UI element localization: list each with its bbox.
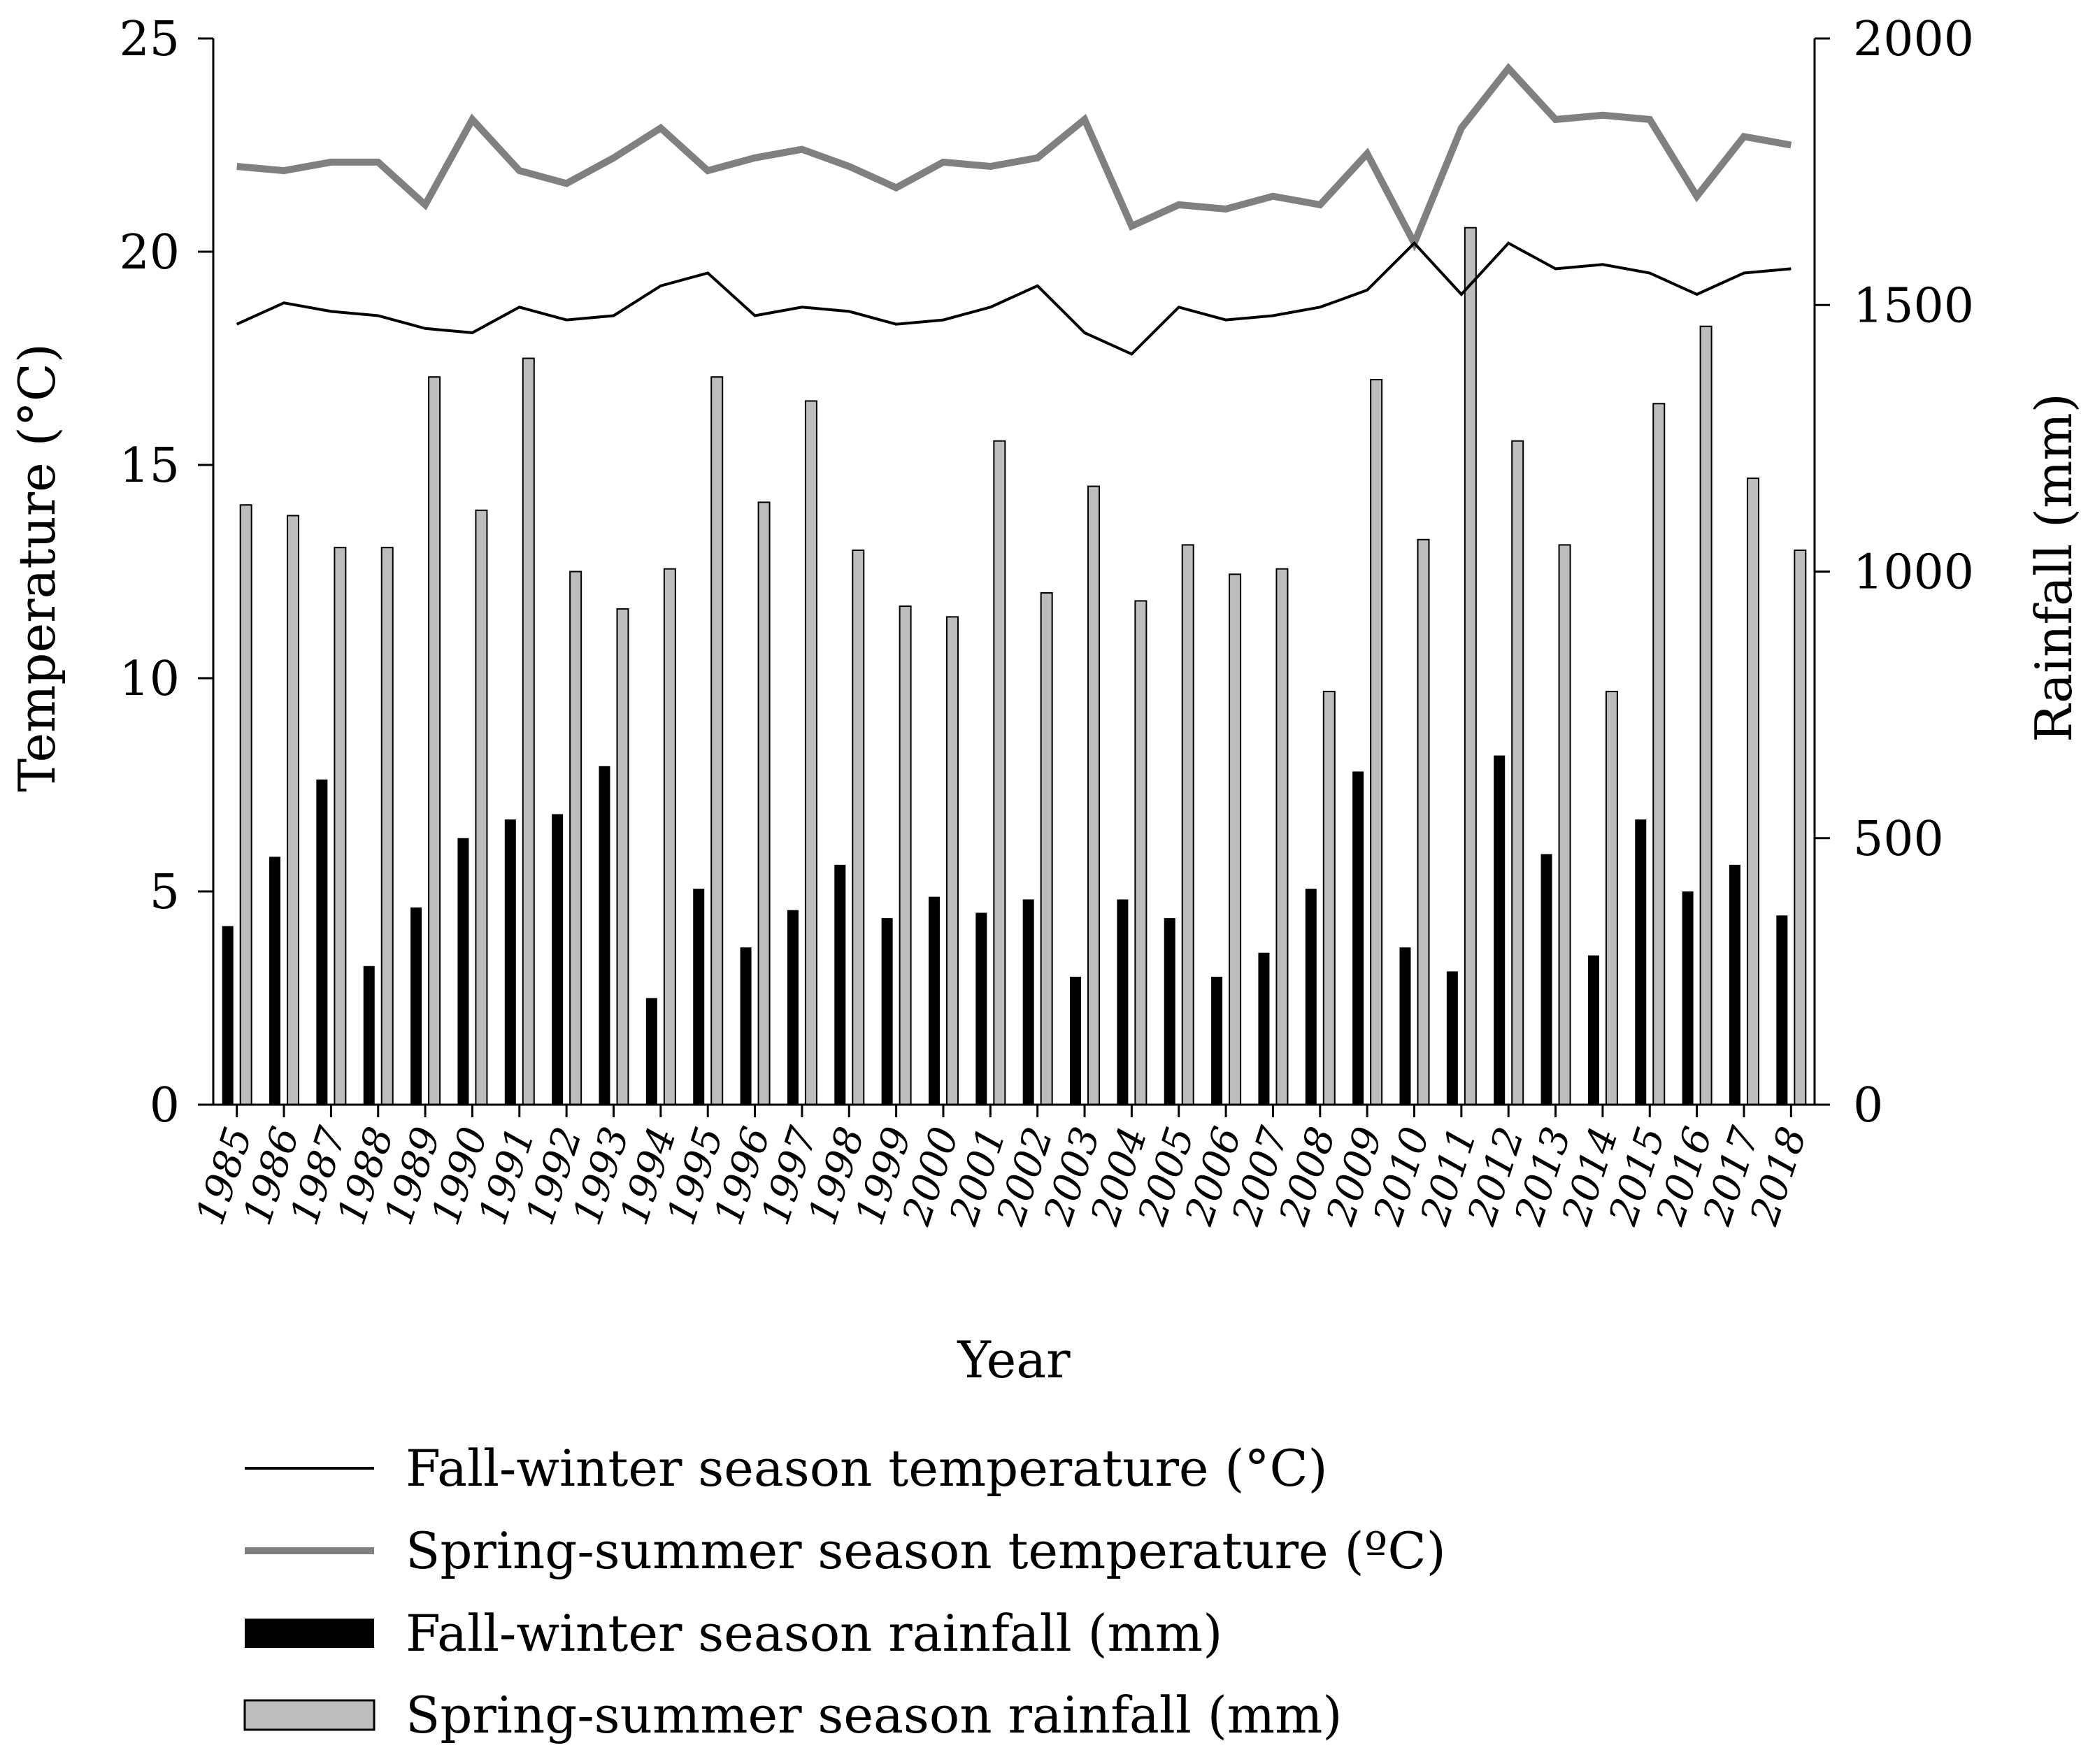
- bar-fall-winter-rainfall-2014: [1587, 955, 1599, 1105]
- bar-spring-summer-rainfall-1989: [428, 376, 441, 1105]
- bar-fall-winter-rainfall-2004: [1117, 899, 1129, 1105]
- bar-spring-summer-rainfall-2016: [1699, 325, 1713, 1105]
- legend-swatch-ss-rain: [243, 1699, 376, 1731]
- bar-spring-summer-rainfall-2006: [1229, 573, 1242, 1105]
- y-left-tick-label: 0: [150, 1078, 180, 1133]
- bar-spring-summer-rainfall-1986: [287, 515, 300, 1105]
- bar-spring-summer-rainfall-2011: [1464, 227, 1477, 1105]
- bar-spring-summer-rainfall-2017: [1746, 478, 1759, 1105]
- legend-label-ss-rain: Spring-summer season rainfall (mm): [406, 1686, 1342, 1744]
- bar-spring-summer-rainfall-2014: [1605, 691, 1618, 1105]
- bar-spring-summer-rainfall-2007: [1275, 568, 1289, 1105]
- bar-spring-summer-rainfall-1992: [569, 571, 582, 1105]
- legend-label-ss-temp: Spring-summer season temperature (ºC): [406, 1521, 1446, 1580]
- bar-spring-summer-rainfall-2015: [1652, 403, 1666, 1105]
- bar-spring-summer-rainfall-2002: [1040, 592, 1053, 1105]
- bar-spring-summer-rainfall-1999: [899, 605, 912, 1105]
- bar-fall-winter-rainfall-2017: [1729, 864, 1740, 1105]
- legend-item-fw-temp: Fall-winter season temperature (°C): [245, 1439, 1328, 1498]
- x-axis-title: Year: [957, 1331, 1071, 1389]
- bar-spring-summer-rainfall-2009: [1370, 379, 1383, 1105]
- bar-spring-summer-rainfall-1988: [380, 547, 394, 1105]
- legend-item-ss-rain: Spring-summer season rainfall (mm): [243, 1686, 1342, 1744]
- bar-fall-winter-rainfall-2016: [1682, 891, 1694, 1105]
- y-left-tick-label: 25: [119, 12, 180, 67]
- bar-spring-summer-rainfall-1996: [757, 501, 771, 1105]
- bar-spring-summer-rainfall-2012: [1511, 440, 1524, 1105]
- legend-label-fw-rain: Fall-winter season rainfall (mm): [406, 1604, 1222, 1663]
- bar-fall-winter-rainfall-1985: [222, 926, 234, 1105]
- y-right-tick-label: 1500: [1853, 278, 1974, 334]
- bar-fall-winter-rainfall-1990: [457, 838, 469, 1105]
- legend-swatch-fw-rain: [245, 1619, 374, 1648]
- bar-spring-summer-rainfall-1997: [804, 400, 817, 1105]
- bar-fall-winter-rainfall-1992: [552, 814, 564, 1105]
- y-right-tick-label: 1000: [1853, 545, 1974, 601]
- y-right-tick-label: 500: [1853, 812, 1944, 867]
- bar-fall-winter-rainfall-2015: [1635, 819, 1647, 1105]
- legend-label-fw-temp: Fall-winter season temperature (°C): [406, 1439, 1328, 1498]
- bar-spring-summer-rainfall-2003: [1087, 485, 1101, 1105]
- y-right-tick-label: 2000: [1853, 12, 1974, 67]
- bar-spring-summer-rainfall-1990: [475, 509, 488, 1105]
- bar-fall-winter-rainfall-1997: [787, 910, 799, 1105]
- bar-fall-winter-rainfall-2001: [975, 912, 987, 1105]
- bar-fall-winter-rainfall-1988: [363, 966, 375, 1105]
- y-right-tick-label: 0: [1853, 1078, 1883, 1133]
- bar-spring-summer-rainfall-2008: [1322, 691, 1336, 1105]
- bar-fall-winter-rainfall-2018: [1776, 915, 1788, 1105]
- legend: Fall-winter season temperature (°C) Spri…: [243, 1439, 1446, 1744]
- bar-fall-winter-rainfall-2010: [1399, 947, 1411, 1105]
- bar-fall-winter-rainfall-1998: [834, 864, 846, 1105]
- bar-fall-winter-rainfall-2003: [1070, 977, 1082, 1105]
- legend-item-fw-rain: Fall-winter season rainfall (mm): [245, 1604, 1222, 1663]
- bar-fall-winter-rainfall-1991: [504, 819, 516, 1105]
- bar-fall-winter-rainfall-2013: [1540, 854, 1552, 1105]
- bar-spring-summer-rainfall-1994: [663, 568, 676, 1105]
- bar-spring-summer-rainfall-1991: [522, 357, 535, 1105]
- bar-spring-summer-rainfall-2013: [1558, 544, 1571, 1105]
- bar-fall-winter-rainfall-2007: [1258, 952, 1270, 1105]
- bar-fall-winter-rainfall-2012: [1494, 755, 1506, 1105]
- bar-spring-summer-rainfall-1987: [334, 547, 347, 1105]
- bar-fall-winter-rainfall-1986: [269, 856, 281, 1105]
- bar-fall-winter-rainfall-1996: [740, 947, 752, 1105]
- y-left-tick-label: 10: [119, 652, 180, 707]
- bar-fall-winter-rainfall-1993: [599, 766, 610, 1105]
- bar-spring-summer-rainfall-1985: [239, 504, 252, 1105]
- bar-fall-winter-rainfall-1989: [410, 907, 422, 1105]
- bar-fall-winter-rainfall-1987: [316, 779, 328, 1105]
- bar-fall-winter-rainfall-2000: [928, 896, 940, 1105]
- legend-item-ss-temp: Spring-summer season temperature (ºC): [245, 1521, 1446, 1580]
- bar-spring-summer-rainfall-1995: [710, 376, 724, 1105]
- bar-fall-winter-rainfall-1995: [693, 889, 705, 1105]
- y-axis-right-title: Rainfall (mm): [2024, 393, 2083, 742]
- bar-spring-summer-rainfall-2004: [1134, 600, 1147, 1105]
- bar-fall-winter-rainfall-2008: [1305, 889, 1317, 1105]
- bar-fall-winter-rainfall-1999: [881, 918, 893, 1105]
- bar-spring-summer-rainfall-2010: [1417, 538, 1430, 1105]
- bar-fall-winter-rainfall-2011: [1446, 971, 1458, 1105]
- y-axis-left-title: Temperature (°C): [8, 343, 66, 792]
- bar-fall-winter-rainfall-2009: [1352, 771, 1364, 1105]
- bar-fall-winter-rainfall-2005: [1164, 918, 1175, 1105]
- axes-layer: 0510152025050010001500200019851986198719…: [119, 12, 1974, 1231]
- bar-fall-winter-rainfall-2002: [1022, 899, 1034, 1105]
- lines-layer: [236, 62, 1792, 356]
- line-fall-winter-temperature: [236, 241, 1792, 356]
- line-spring-summer-temperature: [236, 62, 1792, 252]
- bar-spring-summer-rainfall-2005: [1181, 544, 1194, 1105]
- bar-fall-winter-rainfall-1994: [645, 998, 657, 1105]
- y-left-tick-label: 15: [119, 438, 180, 494]
- bars-layer: [222, 227, 1807, 1105]
- bar-fall-winter-rainfall-2006: [1211, 977, 1223, 1105]
- bar-spring-summer-rainfall-1998: [852, 550, 865, 1105]
- y-left-tick-label: 5: [150, 865, 180, 920]
- bar-spring-summer-rainfall-2001: [993, 440, 1006, 1105]
- bar-spring-summer-rainfall-2000: [945, 616, 959, 1105]
- y-left-tick-label: 20: [119, 225, 180, 280]
- bar-spring-summer-rainfall-2018: [1794, 550, 1807, 1105]
- bar-spring-summer-rainfall-1993: [616, 608, 629, 1105]
